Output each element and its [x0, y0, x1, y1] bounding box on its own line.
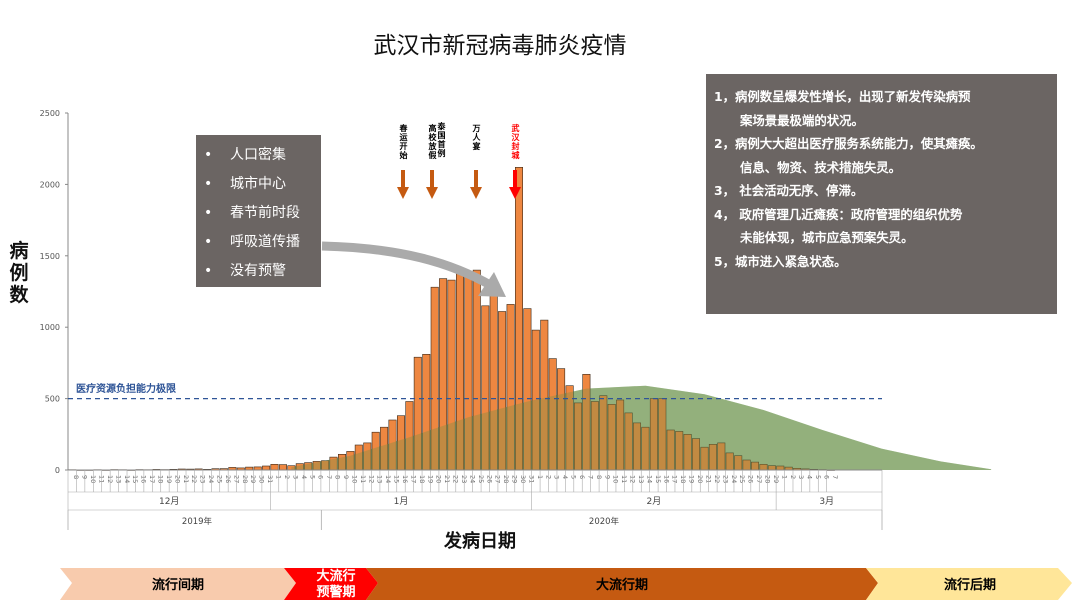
bullet-marker: •: [204, 263, 213, 279]
note-line: 3， 社会活动无序、停滞。: [714, 183, 864, 198]
phase-label: 大流行期: [596, 577, 648, 593]
y-tick-label: 0: [55, 466, 60, 475]
event-arrow-shaft: [513, 170, 517, 189]
event-label: 高 校 放 假: [428, 124, 437, 160]
event-arrow-shaft: [430, 170, 434, 189]
case-bar: [270, 463, 279, 471]
note-line: 2，病例大大超出医疗服务系统能力，使其瘫痪。: [714, 136, 983, 151]
bullet-marker: •: [204, 234, 213, 250]
month-label: 3月: [819, 496, 834, 507]
case-bar: [278, 464, 287, 471]
bullet-marker: •: [204, 176, 213, 192]
phase-segment: [284, 568, 378, 600]
phase-segment: [366, 568, 878, 600]
y-tick-label: 1000: [40, 323, 60, 332]
x-axis-label: 发病日期: [444, 531, 516, 552]
note-line: 5，城市进入紧急状态。: [714, 253, 847, 269]
event-label: 泰 国 首 例: [437, 122, 446, 158]
note-line: 案场景最极端的状况。: [740, 112, 864, 128]
phase-label: 预警期: [316, 584, 355, 600]
event-label: 春 运 开 始: [399, 124, 408, 160]
phase-segment: [60, 568, 296, 600]
month-label: 2月: [647, 496, 662, 507]
capacity-limit-label: 医疗资源负担能力极限: [76, 384, 176, 395]
risk-factor-item: • 没有预警: [196, 260, 321, 289]
risk-factor-text: 春节前时段: [230, 205, 300, 221]
area-overlay: [291, 385, 992, 470]
note-line: 1，病例数呈爆发性增长，出现了新发传染病预: [714, 89, 971, 104]
event-arrow-shaft: [401, 170, 405, 189]
case-bar: [262, 465, 271, 471]
bullet-marker: •: [204, 147, 213, 163]
month-label: 12月: [159, 496, 179, 507]
bullet-marker: •: [204, 205, 213, 221]
risk-factor-item: • 人口密集: [196, 144, 321, 173]
risk-factor-text: 人口密集: [230, 147, 286, 163]
event-label: 万 人 宴: [472, 124, 481, 151]
phase-label: 大流行: [316, 568, 355, 584]
y-tick-label: 1500: [40, 252, 60, 261]
event-arrow-shaft: [474, 170, 478, 189]
y-axis-label: 病例数: [9, 240, 29, 306]
risk-factor-box: • 人口密集 • 城市中心 • 春节前时段 • 呼吸道传播 • 没有预警: [196, 135, 321, 287]
callout-arrow-shaft: [321, 241, 495, 290]
phase-label: 流行后期: [944, 577, 996, 593]
note-line: 4， 政府管理几近瘫痪：政府管理的组织优势: [714, 206, 963, 222]
consequence-notes-box: 1，病例数呈爆发性增长，出现了新发传染病预 案场景最极端的状况。 2，病例大大超…: [706, 74, 1057, 314]
event-arrow-head: [470, 187, 482, 199]
risk-factor-item: • 春节前时段: [196, 202, 321, 231]
phase-label: 流行间期: [152, 577, 204, 593]
risk-factor-item: • 呼吸道传播: [196, 231, 321, 260]
x-tick-label: 7: [831, 475, 839, 479]
year-label: 2019年: [182, 516, 213, 527]
y-tick-label: 2000: [40, 180, 60, 189]
event-arrow-head: [509, 187, 521, 199]
event-arrow-head: [426, 187, 438, 199]
risk-factor-item: • 城市中心: [196, 173, 321, 202]
month-label: 1月: [394, 496, 409, 507]
risk-factor-text: 没有预警: [230, 263, 286, 279]
phase-segment: [866, 568, 1072, 600]
y-tick-label: 500: [45, 395, 60, 404]
note-line: 未能体现，城市应急预案失灵。: [740, 230, 914, 245]
note-line: 信息、物资、技术措施失灵。: [740, 159, 902, 175]
risk-factor-text: 呼吸道传播: [230, 234, 300, 250]
risk-factor-text: 城市中心: [230, 176, 286, 192]
callout-arrow-head: [478, 272, 506, 297]
event-arrow-head: [397, 187, 409, 199]
chart-title: 武汉市新冠病毒肺炎疫情: [373, 33, 627, 59]
event-label: 武 汉 封 城: [511, 124, 520, 160]
year-label: 2020年: [589, 516, 620, 527]
y-tick-label: 2500: [40, 109, 60, 118]
